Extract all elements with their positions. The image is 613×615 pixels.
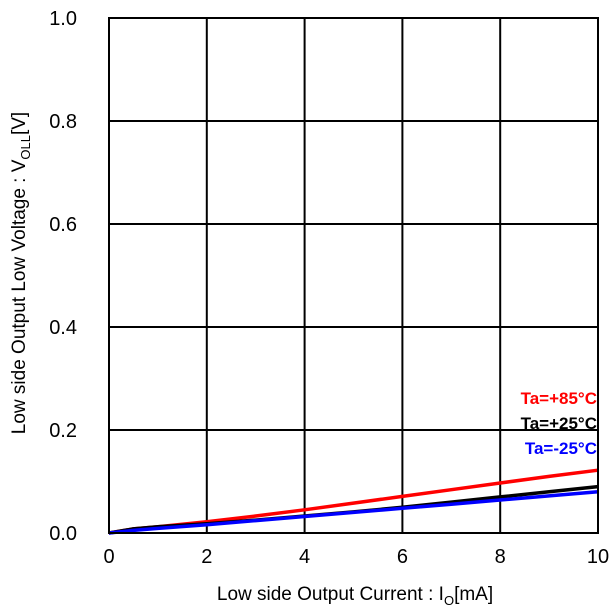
x-tick-label: 0 [103, 546, 114, 568]
x-tick-label: 2 [201, 546, 212, 568]
legend-label: Ta=+25°C [521, 414, 597, 433]
x-tick-label: 10 [587, 546, 609, 568]
series-layer [108, 468, 599, 535]
x-axis-title: Low side Output Current : IO[mA] [217, 584, 493, 608]
y-tick-label: 1.0 [49, 8, 77, 30]
y-tick-label: 0.6 [49, 214, 77, 236]
y-axis-title: Low side Output Low Voltage : VOLL[V] [9, 112, 33, 434]
y-tick-label: 0.2 [49, 420, 77, 442]
legend: Ta=+85°C Ta=+25°C Ta=-25°C [521, 389, 597, 458]
tick-labels: 0 2 4 6 8 10 0.0 0.2 0.4 0.6 0.8 1.0 [49, 8, 609, 568]
grid [109, 18, 598, 533]
legend-label: Ta=+85°C [521, 389, 597, 408]
y-tick-label: 0.0 [49, 523, 77, 545]
series-line [108, 490, 599, 535]
legend-label: Ta=-25°C [525, 439, 597, 458]
y-tick-label: 0.4 [49, 317, 77, 339]
x-tick-label: 8 [495, 546, 506, 568]
plot-frame [108, 17, 599, 534]
x-tick-label: 4 [299, 546, 310, 568]
x-tick-label: 6 [397, 546, 408, 568]
y-tick-label: 0.8 [49, 111, 77, 133]
